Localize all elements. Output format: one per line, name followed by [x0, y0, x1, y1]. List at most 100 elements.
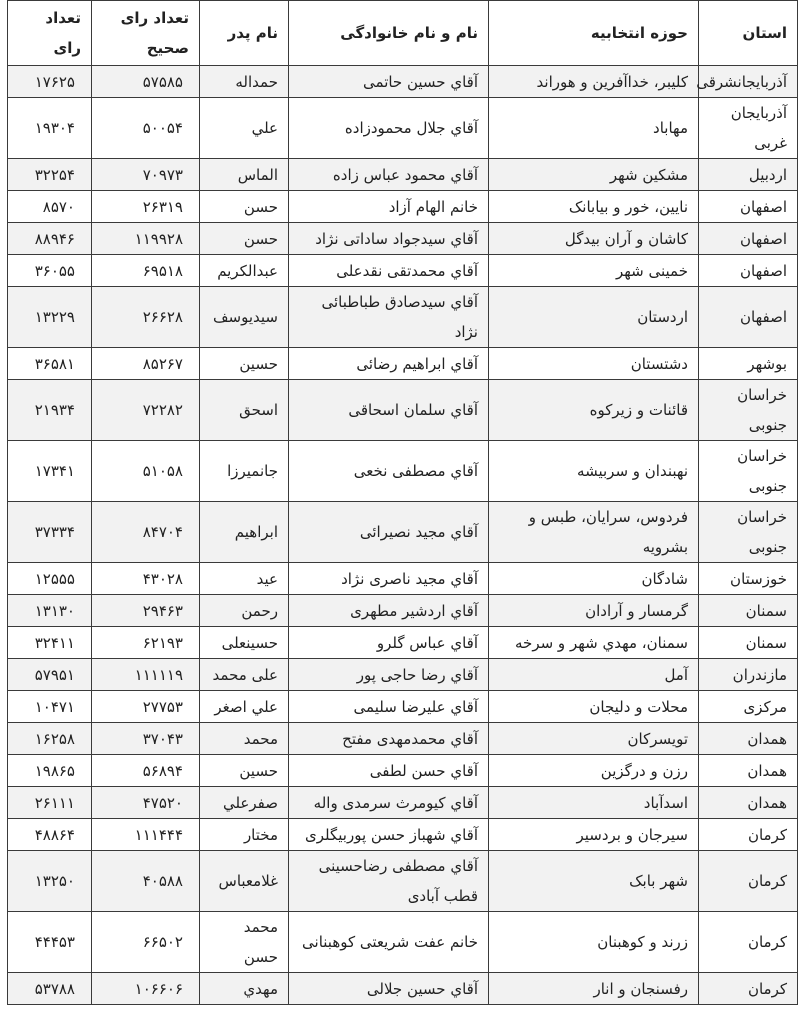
full-name-cell: آقاي کيومرث سرمدی واله [288, 786, 489, 819]
father-name-cell: ابراهيم [199, 501, 289, 563]
father-name-cell: علي [199, 97, 289, 159]
district-cell: اردستان [488, 286, 699, 348]
votes-cell: ۸۸۹۴۶ [7, 222, 92, 255]
district-cell: نهبندان و سربيشه [488, 440, 699, 502]
votes-cell: ۱۳۲۵۰ [7, 850, 92, 912]
district-cell: فردوس، سرايان، طبس و بشرويه [488, 501, 699, 563]
votes-cell: ۱۰۴۷۱ [7, 690, 92, 723]
table-row: سمنان سمنان، مهدي شهر و سرخه آقاي عباس گلر… [7, 626, 798, 659]
table-header-row: استان حوزه انتخابیه نام و نام خانوادگی ن… [7, 0, 798, 66]
valid-votes-cell: ۱۱۱۴۴۴ [91, 818, 200, 851]
father-name-cell: عبدالکريم [199, 254, 289, 287]
full-name-cell: آقاي ابراهيم رضائی [288, 347, 489, 380]
full-name-cell: آقاي حسين حاتمی [288, 65, 489, 98]
valid-votes-cell: ۵۶۸۹۴ [91, 754, 200, 787]
votes-cell: ۱۷۳۴۱ [7, 440, 92, 502]
father-name-cell: جانميرزا [199, 440, 289, 502]
district-cell: کاشان و آران بيدگل [488, 222, 699, 255]
district-cell: مهاباد [488, 97, 699, 159]
full-name-cell: آقاي سيدصادق طباطبائی نژاد [288, 286, 489, 348]
full-name-cell: خانم عفت شريعتی کوهبنانی [288, 911, 489, 973]
district-cell: خمينی شهر [488, 254, 699, 287]
votes-cell: ۱۲۵۵۵ [7, 562, 92, 595]
votes-cell: ۳۷۳۳۴ [7, 501, 92, 563]
father-name-cell: عيد [199, 562, 289, 595]
district-cell: زرند و کوهبنان [488, 911, 699, 973]
table-row: آذربايجانشرقی کليبر، خداآفرين و هوراند آقا… [7, 65, 798, 98]
valid-votes-cell: ۶۶۵۰۲ [91, 911, 200, 973]
votes-cell: ۱۳۲۲۹ [7, 286, 92, 348]
district-cell: رزن و درگزين [488, 754, 699, 787]
valid-votes-cell: ۴۳۰۲۸ [91, 562, 200, 595]
father-name-cell: مهدي [199, 972, 289, 1005]
votes-cell: ۳۶۵۸۱ [7, 347, 92, 380]
full-name-cell: آقاي محمدمهدی مفتح [288, 722, 489, 755]
table-row: خراسان جنوبی فردوس، سرايان، طبس و بشرويه آ… [7, 501, 798, 563]
votes-cell: ۸۵۷۰ [7, 190, 92, 223]
province-cell: سمنان [698, 626, 798, 659]
table-row: کرمان رفسنجان و انار آقاي حسين جلالی مهدي ۱۰… [7, 972, 798, 1005]
valid-votes-cell: ۷۰۹۷۳ [91, 158, 200, 191]
province-cell: کرمان [698, 911, 798, 973]
table-row: اصفهان کاشان و آران بيدگل آقاي سيدجواد ساد… [7, 222, 798, 255]
province-cell: همدان [698, 722, 798, 755]
election-results-table-container: استان حوزه انتخابیه نام و نام خانوادگی ن… [7, 0, 798, 1005]
votes-cell: ۳۲۴۱۱ [7, 626, 92, 659]
father-name-cell: علی محمد [199, 658, 289, 691]
father-name-cell: حسين [199, 347, 289, 380]
father-name-cell: سيديوسف [199, 286, 289, 348]
header-father-name: نام پدر [199, 0, 289, 66]
table-row: اصفهان نايين، خور و بيابانک خانم الهام آزا… [7, 190, 798, 223]
votes-cell: ۱۹۸۶۵ [7, 754, 92, 787]
table-row: سمنان گرمسار و آرادان آقاي اردشير مطهری رحم… [7, 594, 798, 627]
full-name-cell: آقاي عباس گلرو [288, 626, 489, 659]
votes-cell: ۲۶۱۱۱ [7, 786, 92, 819]
table-row: مرکزی محلات و دليجان آقاي عليرضا سليمی علي … [7, 690, 798, 723]
votes-cell: ۴۸۸۶۴ [7, 818, 92, 851]
district-cell: آمل [488, 658, 699, 691]
valid-votes-cell: ۲۶۳۱۹ [91, 190, 200, 223]
votes-cell: ۴۴۴۵۳ [7, 911, 92, 973]
province-cell: خوزستان [698, 562, 798, 595]
province-cell: آذربايجان غربی [698, 97, 798, 159]
province-cell: خراسان جنوبی [698, 440, 798, 502]
full-name-cell: آقاي مصطفی نخعی [288, 440, 489, 502]
province-cell: مازندران [698, 658, 798, 691]
table-row: کرمان زرند و کوهبنان خانم عفت شريعتی کوهبن… [7, 911, 798, 973]
table-row: اصفهان خمينی شهر آقاي محمدتقی نقدعلی عبدالک… [7, 254, 798, 287]
district-cell: اسدآباد [488, 786, 699, 819]
district-cell: رفسنجان و انار [488, 972, 699, 1005]
father-name-cell: حسن [199, 222, 289, 255]
full-name-cell: آقاي سيدجواد ساداتی نژاد [288, 222, 489, 255]
table-row: همدان اسدآباد آقاي کيومرث سرمدی واله صفرعلي… [7, 786, 798, 819]
province-cell: خراسان جنوبی [698, 379, 798, 441]
valid-votes-cell: ۵۱۰۵۸ [91, 440, 200, 502]
valid-votes-cell: ۴۷۵۲۰ [91, 786, 200, 819]
valid-votes-cell: ۷۲۲۸۲ [91, 379, 200, 441]
district-cell: دشتستان [488, 347, 699, 380]
table-row: اصفهان اردستان آقاي سيدصادق طباطبائی نژاد س… [7, 286, 798, 348]
votes-cell: ۱۳۱۳۰ [7, 594, 92, 627]
province-cell: خراسان جنوبی [698, 501, 798, 563]
full-name-cell: آقاي مصطفی رضاحسينی قطب آبادی [288, 850, 489, 912]
valid-votes-cell: ۵۷۵۸۵ [91, 65, 200, 98]
valid-votes-cell: ۱۱۹۹۲۸ [91, 222, 200, 255]
table-row: اردبيل مشکين شهر آقاي محمود عباس زاده الماس… [7, 158, 798, 191]
table-row: آذربايجان غربی مهاباد آقاي جلال محمودزاده ع… [7, 97, 798, 159]
votes-cell: ۱۹۳۰۴ [7, 97, 92, 159]
votes-cell: ۱۶۲۵۸ [7, 722, 92, 755]
father-name-cell: محمد حسن [199, 911, 289, 973]
table-row: همدان تويسرکان آقاي محمدمهدی مفتح محمد ۳۷۰۴۳… [7, 722, 798, 755]
father-name-cell: حسن [199, 190, 289, 223]
full-name-cell: خانم الهام آزاد [288, 190, 489, 223]
valid-votes-cell: ۴۰۵۸۸ [91, 850, 200, 912]
district-cell: محلات و دليجان [488, 690, 699, 723]
valid-votes-cell: ۸۵۲۶۷ [91, 347, 200, 380]
province-cell: اصفهان [698, 190, 798, 223]
father-name-cell: حمداله [199, 65, 289, 98]
father-name-cell: غلامعباس [199, 850, 289, 912]
table-row: مازندران آمل آقاي رضا حاجی پور علی محمد ۱۱۱۱… [7, 658, 798, 691]
district-cell: نايين، خور و بيابانک [488, 190, 699, 223]
province-cell: اصفهان [698, 222, 798, 255]
full-name-cell: آقاي مجيد ناصری نژاد [288, 562, 489, 595]
